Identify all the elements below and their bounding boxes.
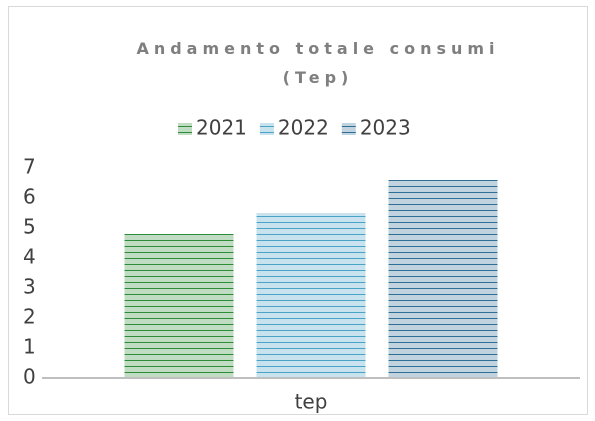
legend-label: 2021 bbox=[196, 116, 247, 140]
bar bbox=[388, 180, 498, 378]
bar bbox=[256, 213, 366, 378]
y-tick-label: 6 bbox=[23, 185, 36, 209]
chart-title: Andamento totale consumi (Tep) bbox=[136, 39, 500, 87]
legend-label: 2023 bbox=[360, 116, 411, 140]
y-tick-label: 7 bbox=[23, 155, 36, 179]
y-tick-label: 2 bbox=[23, 305, 36, 329]
y-tick-label: 1 bbox=[23, 335, 36, 359]
y-tick-label: 4 bbox=[23, 245, 36, 269]
bar bbox=[124, 234, 234, 378]
y-tick-label: 5 bbox=[23, 215, 36, 239]
legend-swatch bbox=[259, 123, 274, 135]
legend-swatch bbox=[178, 123, 192, 135]
x-tick-label: tep bbox=[295, 390, 328, 414]
y-tick-label: 3 bbox=[23, 275, 36, 299]
legend-swatch bbox=[341, 123, 356, 135]
legend-label: 2022 bbox=[278, 116, 329, 140]
y-tick-label: 0 bbox=[23, 365, 36, 389]
